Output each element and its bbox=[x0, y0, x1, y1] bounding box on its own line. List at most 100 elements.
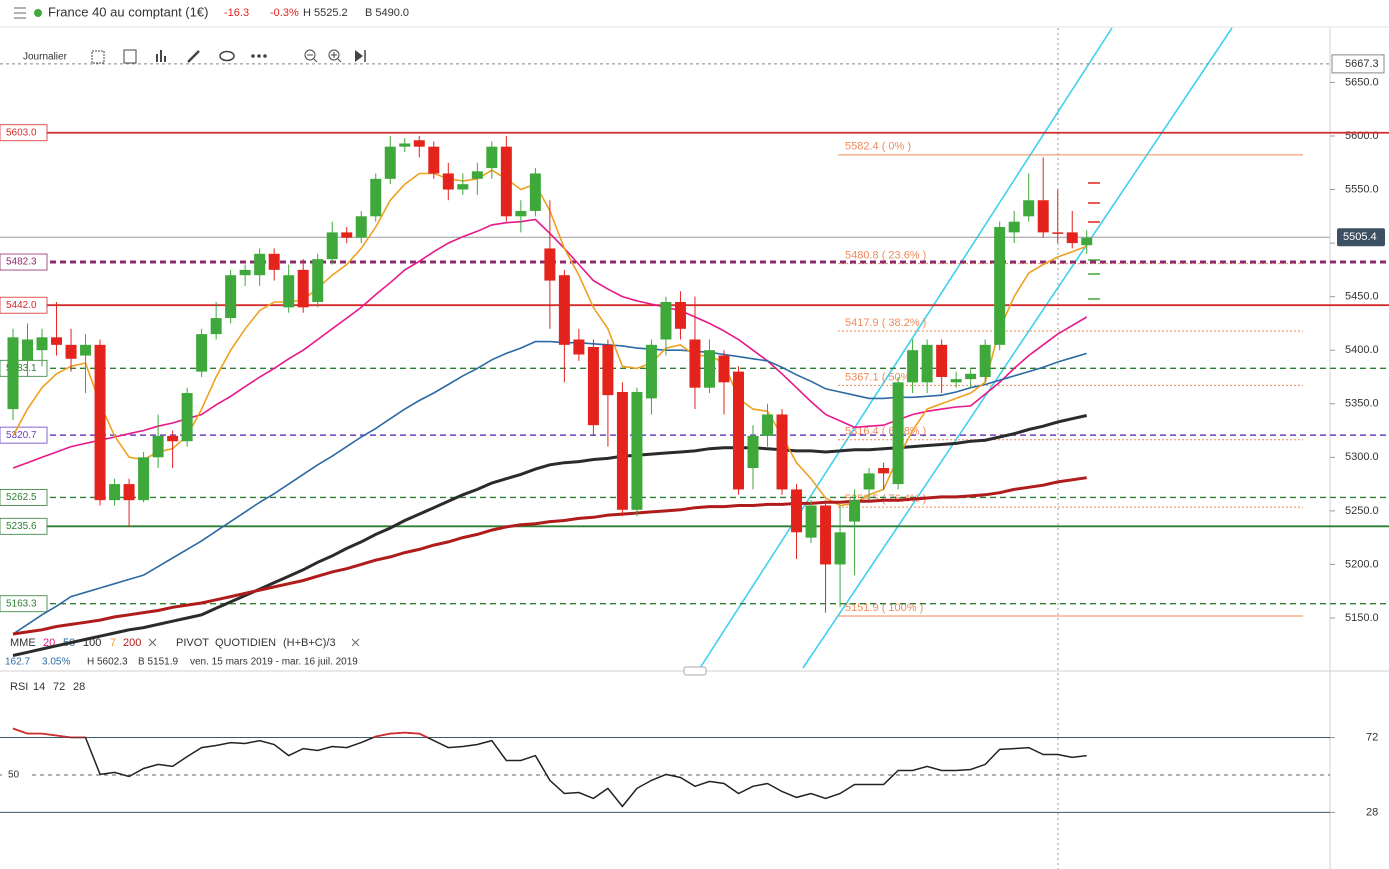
level-label: 5262.5 bbox=[6, 492, 37, 503]
candle-body bbox=[994, 227, 1006, 345]
candle-body bbox=[965, 373, 977, 380]
candle-body bbox=[1008, 221, 1020, 233]
rsi-tick-label: 28 bbox=[1366, 806, 1378, 818]
candle-body bbox=[22, 339, 34, 361]
y-tick-label: 5450.0 bbox=[1345, 291, 1379, 303]
fib-label: 5367.1 ( 50% ) bbox=[845, 371, 917, 383]
level-label-box bbox=[0, 296, 48, 314]
candle-body bbox=[558, 275, 570, 345]
level-label: 5235.6 bbox=[6, 521, 37, 532]
y-tick-label: 5200.0 bbox=[1345, 558, 1379, 570]
candle-body bbox=[616, 391, 628, 510]
view-icon[interactable] bbox=[219, 50, 235, 62]
candle-body bbox=[312, 259, 324, 302]
candle-body bbox=[515, 210, 527, 217]
projection-marks bbox=[1088, 182, 1100, 300]
candle-body bbox=[123, 484, 135, 501]
zoom-in-icon[interactable] bbox=[328, 49, 342, 63]
draw-icon[interactable] bbox=[187, 50, 200, 63]
ma-line bbox=[12, 340, 1087, 635]
candle-body bbox=[428, 146, 440, 174]
level-label: 5320.7 bbox=[6, 430, 37, 441]
candle-body bbox=[413, 140, 425, 147]
candle-body bbox=[1037, 200, 1049, 233]
ma-line bbox=[12, 414, 1088, 657]
candle-body bbox=[471, 171, 483, 179]
candle-body bbox=[399, 143, 411, 147]
candle-body bbox=[486, 146, 498, 169]
day-low: B 5490.0 bbox=[365, 7, 409, 19]
marker-price-box bbox=[1331, 54, 1385, 74]
change-pct: -0.3% bbox=[270, 7, 299, 19]
candle-body bbox=[80, 344, 92, 356]
candle-body bbox=[950, 379, 962, 383]
rsi-param: 72 bbox=[53, 681, 65, 693]
fib-label: 5417.9 ( 38.2% ) bbox=[845, 317, 926, 329]
last-price-label: 5505.4 bbox=[1343, 231, 1377, 243]
candle-body bbox=[239, 269, 251, 276]
y-tick-label: 5350.0 bbox=[1345, 398, 1379, 410]
candle-body bbox=[602, 344, 614, 396]
more-icon[interactable] bbox=[251, 54, 267, 58]
interval-button[interactable]: Journalier bbox=[23, 52, 68, 63]
candle-body bbox=[631, 391, 643, 510]
rsi-param: 14 bbox=[33, 681, 45, 693]
candle-body bbox=[820, 505, 832, 565]
candle-body bbox=[7, 337, 19, 410]
rsi-midline-box bbox=[2, 766, 28, 783]
candle-body bbox=[805, 505, 817, 538]
date-range: ven. 15 mars 2019 - mar. 16 juil. 2019 bbox=[190, 657, 358, 668]
level-label-box bbox=[0, 517, 48, 535]
candle-body bbox=[370, 178, 382, 217]
y-tick-label: 5550.0 bbox=[1345, 183, 1379, 195]
pivot-formula: (H+B+C)/3 bbox=[283, 637, 336, 649]
scroll-end-icon[interactable] bbox=[355, 50, 366, 62]
marker-price-label: 5667.3 bbox=[1345, 58, 1379, 70]
info-low: B 5151.9 bbox=[138, 657, 178, 668]
candle-body bbox=[181, 393, 193, 442]
menu-icon[interactable] bbox=[14, 7, 26, 19]
indicator-icon[interactable] bbox=[156, 50, 166, 62]
ma-close-icon[interactable] bbox=[148, 638, 157, 647]
template-icon[interactable] bbox=[123, 49, 137, 64]
candle-body bbox=[138, 457, 150, 501]
candle-body bbox=[907, 350, 919, 383]
y-tick-label: 5150.0 bbox=[1345, 612, 1379, 624]
level-label-box bbox=[0, 426, 48, 444]
layout-icon[interactable] bbox=[91, 50, 105, 64]
ma-legend-entry: 100 bbox=[83, 637, 101, 649]
zoom-out-icon[interactable] bbox=[304, 49, 318, 63]
candle-body bbox=[762, 414, 774, 436]
candle-body bbox=[152, 435, 164, 458]
panel-resize-handle[interactable] bbox=[683, 666, 707, 676]
candle-body bbox=[892, 382, 904, 485]
level-label: 5603.0 bbox=[6, 127, 37, 138]
candle-body bbox=[283, 275, 295, 308]
last-price-box bbox=[1337, 228, 1385, 247]
fib-label: 5582.4 ( 0% ) bbox=[845, 141, 911, 153]
info-high: H 5602.3 bbox=[87, 657, 128, 668]
candle-body bbox=[94, 344, 106, 501]
header: France 40 au comptant (1€) -16.3 -0.3% H… bbox=[0, 4, 1389, 28]
candle-body bbox=[1066, 232, 1078, 244]
fib-label: 5480.8 ( 23.6% ) bbox=[845, 250, 926, 262]
candle-body bbox=[878, 468, 890, 474]
channel-drawing bbox=[699, 27, 1233, 669]
candle-body bbox=[500, 146, 512, 217]
level-label-box bbox=[0, 253, 48, 271]
candle-body bbox=[65, 344, 77, 359]
pivot-close-icon[interactable] bbox=[351, 638, 360, 647]
day-high: H 5525.2 bbox=[303, 7, 348, 19]
candle-body bbox=[587, 346, 599, 426]
candle-body bbox=[254, 253, 266, 276]
candle-body bbox=[1052, 232, 1064, 234]
level-label: 5482.3 bbox=[6, 257, 37, 268]
candle-body bbox=[674, 301, 686, 329]
candle-body bbox=[51, 337, 63, 345]
fib-label: 5151.9 ( 100% ) bbox=[845, 602, 923, 614]
candle-body bbox=[167, 435, 179, 442]
candle-body bbox=[355, 216, 367, 238]
candle-body bbox=[442, 173, 454, 190]
pivot-label: PIVOT bbox=[176, 637, 209, 649]
rsi-param: 28 bbox=[73, 681, 85, 693]
